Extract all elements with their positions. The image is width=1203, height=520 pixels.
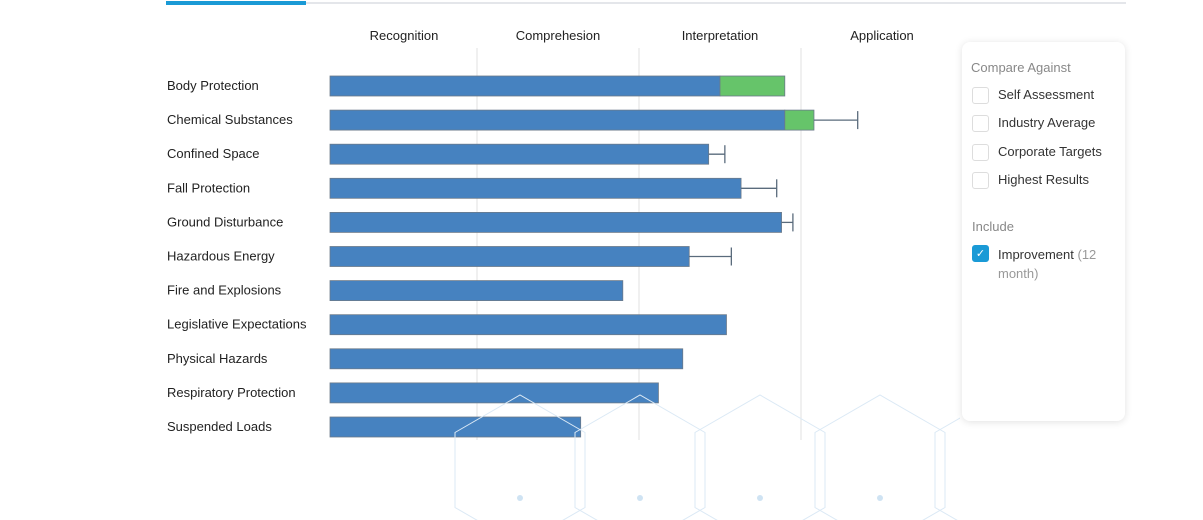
category-label: Legislative Expectations	[167, 317, 307, 332]
category-label: Body Protection	[167, 78, 259, 93]
hexagon-decoration	[934, 417, 960, 520]
checkbox[interactable]	[972, 172, 989, 189]
bar-segment	[329, 246, 690, 267]
checkbox-corporate-targets[interactable]: Corporate Targets	[972, 144, 1102, 161]
node-decoration	[757, 495, 763, 501]
compare-panel: Compare Against Self Assessment Industry…	[962, 42, 1125, 421]
category-label: Confined Space	[167, 146, 260, 161]
bar-segment	[719, 75, 786, 97]
hexagon-decoration	[574, 394, 706, 520]
category-label: Ground Disturbance	[167, 214, 283, 229]
category-label: Fall Protection	[167, 180, 250, 195]
active-tab-indicator[interactable]	[166, 1, 306, 5]
hexagon-decoration	[454, 394, 586, 520]
bar-segment	[329, 177, 742, 199]
bar-segment	[329, 109, 786, 131]
node-decoration	[517, 495, 523, 501]
bar-segment	[329, 348, 684, 370]
bar-chart: Recognition Comprehesion Interpretation App…	[167, 28, 960, 520]
node-decoration	[637, 495, 643, 501]
column-header: Comprehesion	[516, 28, 601, 43]
column-header: Application	[850, 28, 914, 43]
checkbox-improvement[interactable]: ✓ Improvement (12 month)	[972, 245, 1112, 283]
checkbox[interactable]	[972, 144, 989, 161]
compare-title: Compare Against	[971, 60, 1071, 75]
checkbox-industry-average[interactable]: Industry Average	[972, 115, 1095, 132]
bar-segment	[329, 211, 782, 233]
hexagon-decoration	[694, 394, 826, 520]
include-title: Include	[972, 219, 1014, 234]
bar-segment	[329, 280, 624, 302]
checkbox[interactable]	[972, 87, 989, 104]
bar-segment	[329, 75, 721, 97]
category-label: Hazardous Energy	[167, 249, 275, 264]
category-label: Physical Hazards	[167, 351, 268, 366]
bar-segment	[329, 143, 710, 165]
check-icon[interactable]: ✓	[972, 245, 989, 262]
checkbox[interactable]	[972, 115, 989, 132]
checkbox-highest-results[interactable]: Highest Results	[972, 172, 1089, 189]
column-header: Recognition	[370, 28, 439, 43]
category-label: Fire and Explosions	[167, 283, 282, 298]
column-header: Interpretation	[682, 28, 759, 43]
hexagon-decoration	[814, 394, 946, 520]
category-label: Suspended Loads	[167, 419, 272, 434]
category-label: Respiratory Protection	[167, 385, 296, 400]
bar-segment	[329, 382, 659, 404]
bar-segment	[784, 109, 815, 131]
node-decoration	[877, 495, 883, 501]
tab-bar	[166, 2, 1126, 4]
bar-segment	[329, 314, 727, 336]
category-label: Chemical Substances	[167, 112, 293, 127]
checkbox-self-assessment[interactable]: Self Assessment	[972, 87, 1094, 104]
